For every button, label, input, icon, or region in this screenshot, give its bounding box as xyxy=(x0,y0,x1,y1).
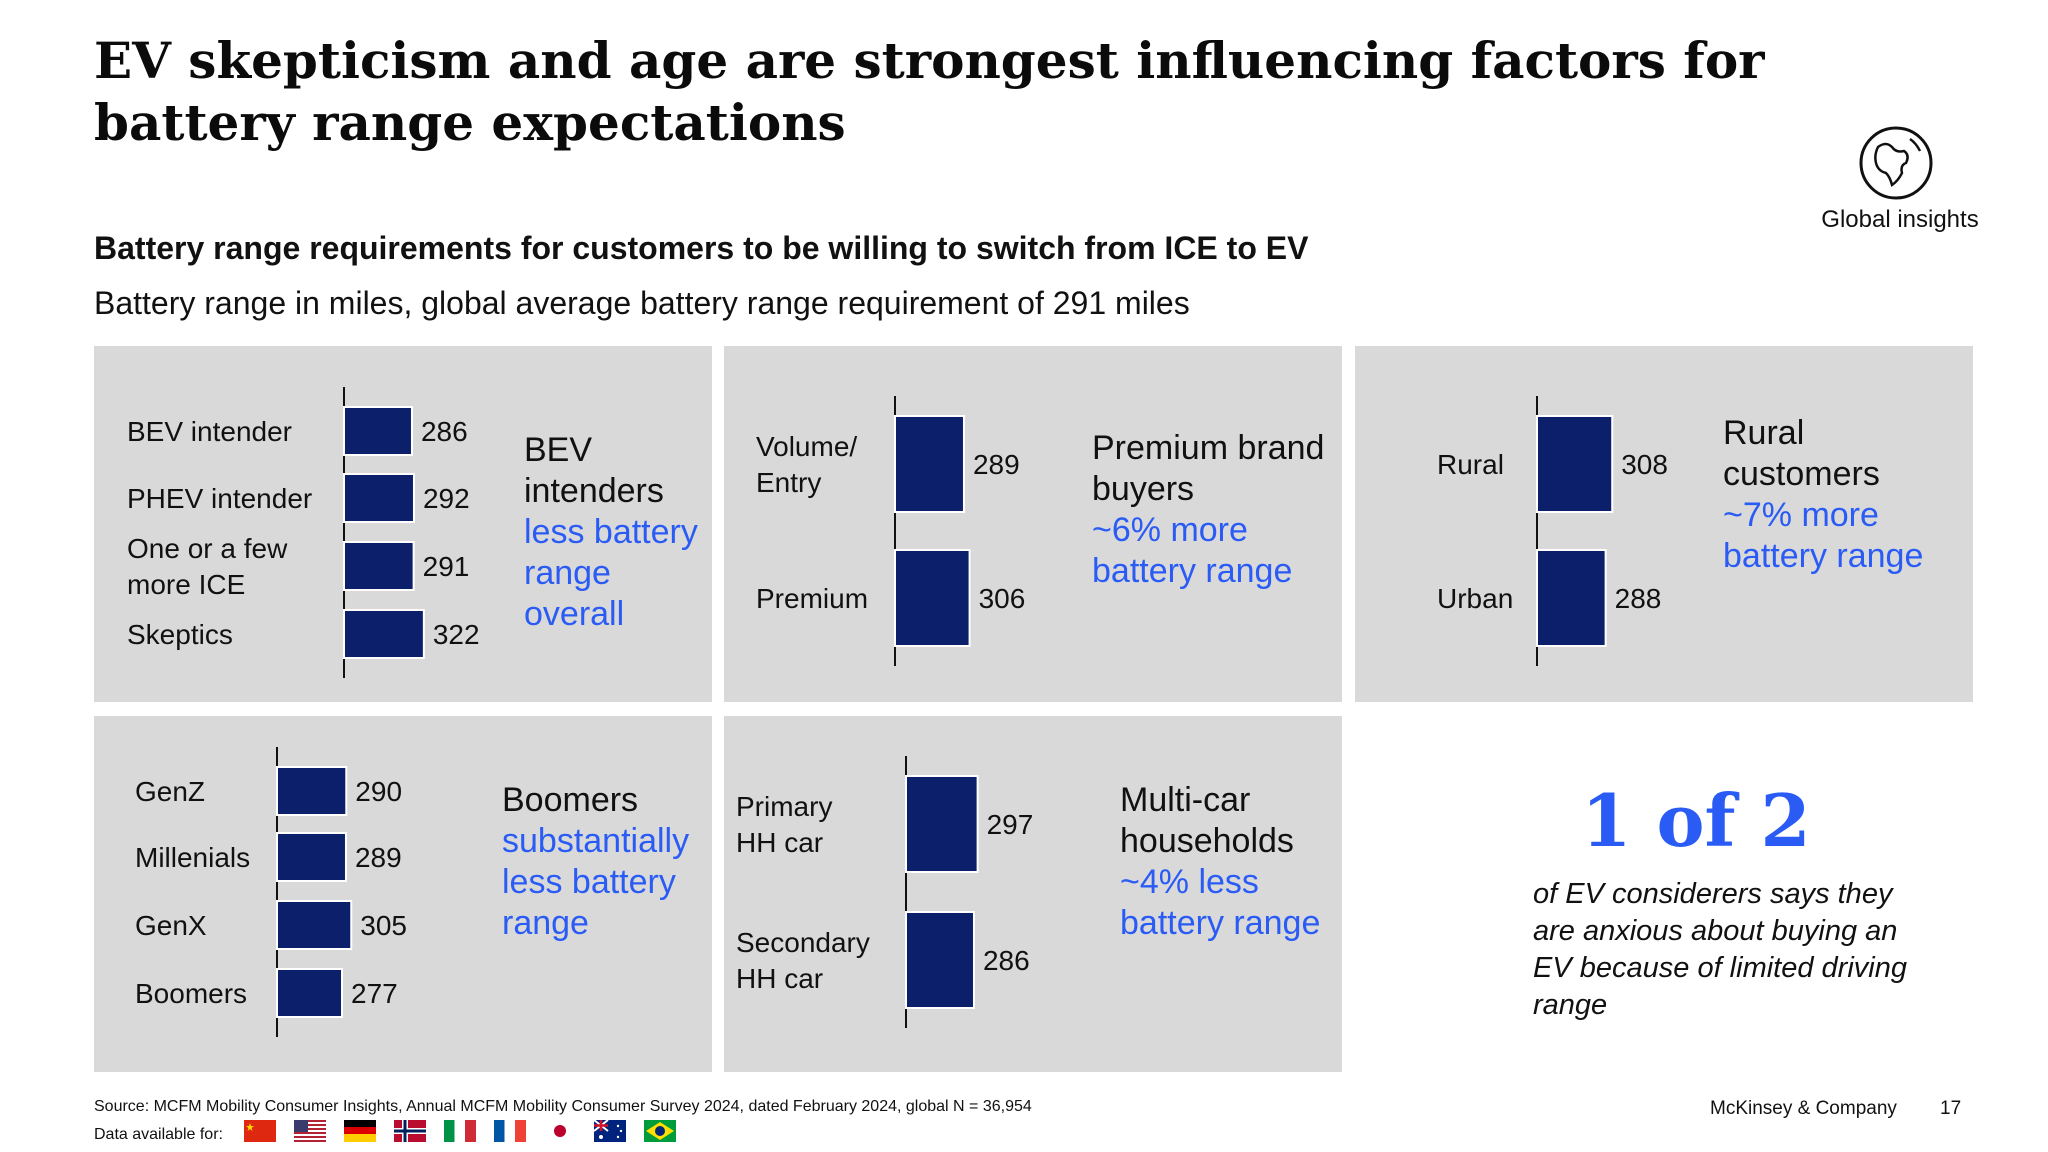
category-label: Premium xyxy=(756,583,868,614)
value-label: 308 xyxy=(1621,449,1668,480)
category-label: PHEV intender xyxy=(127,483,312,514)
bar xyxy=(905,911,975,1009)
annotation-body: ~4% less battery range xyxy=(1120,863,1321,942)
bar xyxy=(1536,549,1607,647)
bar xyxy=(905,775,979,873)
category-label: Primary HH car xyxy=(736,791,832,858)
japan-flag-icon xyxy=(544,1120,576,1142)
category-label: GenX xyxy=(135,910,207,941)
annotation: Multi-car households ~4% less battery ra… xyxy=(1120,780,1330,944)
global-insights-label: Global insights xyxy=(1821,206,1979,233)
value-label: 305 xyxy=(360,910,407,941)
value-label: 297 xyxy=(987,809,1034,840)
category-label: Urban xyxy=(1437,583,1513,614)
page-number: 17 xyxy=(1940,1098,1962,1119)
bar xyxy=(894,415,965,513)
brand-name: McKinsey & Company xyxy=(1710,1098,1897,1119)
australia-flag-icon xyxy=(594,1120,626,1142)
chart-subtitle: Battery range requirements for customers… xyxy=(94,230,1309,266)
category-label: GenZ xyxy=(135,776,205,807)
data-available-label: Data available for: xyxy=(94,1126,223,1143)
value-label: 277 xyxy=(351,978,398,1009)
annotation-body: ~6% more battery range xyxy=(1092,511,1293,590)
bar-chart-household-car: 297 Primary HH car 286 Secondary HH car xyxy=(736,756,1034,1028)
category-label: Millenials xyxy=(135,842,250,873)
globe-icon xyxy=(1859,126,1933,200)
france-flag-icon xyxy=(494,1120,526,1142)
annotation-head: Multi-car households xyxy=(1120,781,1294,860)
category-label: Rural xyxy=(1437,449,1504,480)
annotation: BEV intenders less battery range overall xyxy=(524,430,709,635)
category-label: Boomers xyxy=(135,978,247,1009)
source-note: Source: MCFM Mobility Consumer Insights,… xyxy=(94,1098,1032,1115)
panel-premium-buyers: 289 Volume/Entry 306 Premium Premium brand … xyxy=(724,346,1342,702)
page-title: EV skepticism and age are strongest infl… xyxy=(94,31,1765,152)
bar xyxy=(343,473,415,523)
annotation-body: substantially less battery range xyxy=(502,822,690,942)
annotation: Rural customers ~7% more battery range xyxy=(1723,413,1958,577)
annotation-body: ~7% more battery range xyxy=(1723,496,1924,575)
panel-boomers: 290 GenZ 289 Millenials 305 GenX 277 Boomers Bo… xyxy=(94,716,712,1072)
bar xyxy=(343,541,415,591)
bar xyxy=(343,609,425,659)
annotation: Boomers substantially less battery range xyxy=(502,780,707,944)
bar xyxy=(894,549,971,647)
brazil-flag-icon xyxy=(644,1120,676,1142)
category-label: Skeptics xyxy=(127,619,233,650)
stat-description: of EV considerers says they are anxious … xyxy=(1533,878,1907,1021)
category-label: One or a few more ICE xyxy=(127,533,288,600)
panel-rural-customers: 308 Rural 288 Urban Rural customers ~7% mor… xyxy=(1355,346,1973,702)
category-label: Secondary HH car xyxy=(736,927,870,994)
value-label: 288 xyxy=(1615,583,1662,614)
stat-value: 1 of 2 xyxy=(1581,778,1811,863)
bar xyxy=(276,968,344,1018)
chart-description: Battery range in miles, global average b… xyxy=(94,285,1190,321)
panel-bev-intenders: 286 BEV intender 292 PHEV intender 291 One or… xyxy=(94,346,712,702)
value-label: 289 xyxy=(355,842,402,873)
bar xyxy=(1536,415,1614,513)
bar xyxy=(276,900,353,950)
category-label: Volume/Entry xyxy=(756,431,857,498)
bar-chart-brand-segment: 289 Volume/Entry 306 Premium xyxy=(756,396,1026,666)
annotation-head: Premium brand buyers xyxy=(1092,429,1325,508)
category-label: BEV intender xyxy=(127,416,292,447)
usa-flag-icon xyxy=(294,1120,326,1142)
value-label: 322 xyxy=(433,619,480,650)
value-label: 290 xyxy=(355,776,402,807)
annotation-head: BEV intenders xyxy=(524,431,664,510)
bar-chart-location: 308 Rural 288 Urban xyxy=(1437,396,1668,666)
annotation: Premium brand buyers ~6% more battery ra… xyxy=(1092,428,1332,592)
value-label: 286 xyxy=(983,945,1030,976)
norway-flag-icon xyxy=(394,1120,426,1142)
value-label: 286 xyxy=(421,416,468,447)
panel-multi-car-households: 297 Primary HH car 286 Secondary HH car Multi… xyxy=(724,716,1342,1072)
bar xyxy=(276,832,347,882)
bar xyxy=(343,406,413,456)
annotation-body: less battery range overall xyxy=(524,513,698,633)
annotation-head: Rural customers xyxy=(1723,414,1880,493)
germany-flag-icon xyxy=(344,1120,376,1142)
value-label: 289 xyxy=(973,449,1020,480)
bar-chart-generation: 290 GenZ 289 Millenials 305 GenX 277 Boomers xyxy=(135,747,407,1037)
value-label: 292 xyxy=(423,483,470,514)
value-label: 306 xyxy=(979,583,1026,614)
china-flag-icon xyxy=(244,1120,276,1142)
annotation-head: Boomers xyxy=(502,781,639,819)
bar-chart-intender: 286 BEV intender 292 PHEV intender 291 One or… xyxy=(127,387,480,678)
value-label: 291 xyxy=(423,551,470,582)
italy-flag-icon xyxy=(444,1120,476,1142)
bar xyxy=(276,766,348,816)
